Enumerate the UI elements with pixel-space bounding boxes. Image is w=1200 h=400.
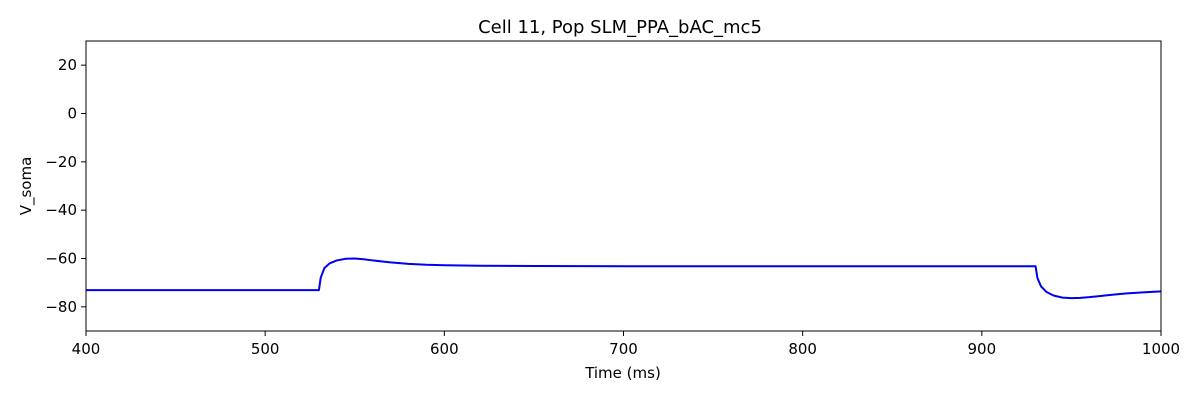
plot-frame (85, 40, 1162, 332)
y-tick-label: 0 (67, 105, 77, 123)
plot-area (85, 40, 1162, 332)
series-line (86, 257, 1162, 300)
y-tick-label: −40 (45, 201, 77, 219)
x-tick-label: 900 (968, 340, 997, 358)
y-tick-label: −80 (45, 298, 77, 316)
x-tick-label: 700 (609, 340, 638, 358)
x-tick-label: 1000 (1142, 340, 1180, 358)
y-tick-label: −60 (45, 250, 77, 268)
x-axis-label: Time (ms) (584, 364, 661, 382)
y-tick-label: 20 (58, 56, 77, 74)
x-tick-label: 600 (430, 340, 459, 358)
chart-title: Cell 11, Pop SLM_PPA_bAC_mc5 (478, 17, 762, 38)
y-tick-label: −20 (45, 153, 77, 171)
x-axis: 400 500 600 700 800 900 1000 (72, 331, 1180, 358)
x-tick-label: 400 (72, 340, 101, 358)
x-tick-label: 800 (788, 340, 817, 358)
x-tick-label: 500 (251, 340, 280, 358)
y-axis: −80 −60 −40 −20 0 20 (45, 56, 86, 316)
y-axis-label: V_soma (17, 157, 36, 216)
